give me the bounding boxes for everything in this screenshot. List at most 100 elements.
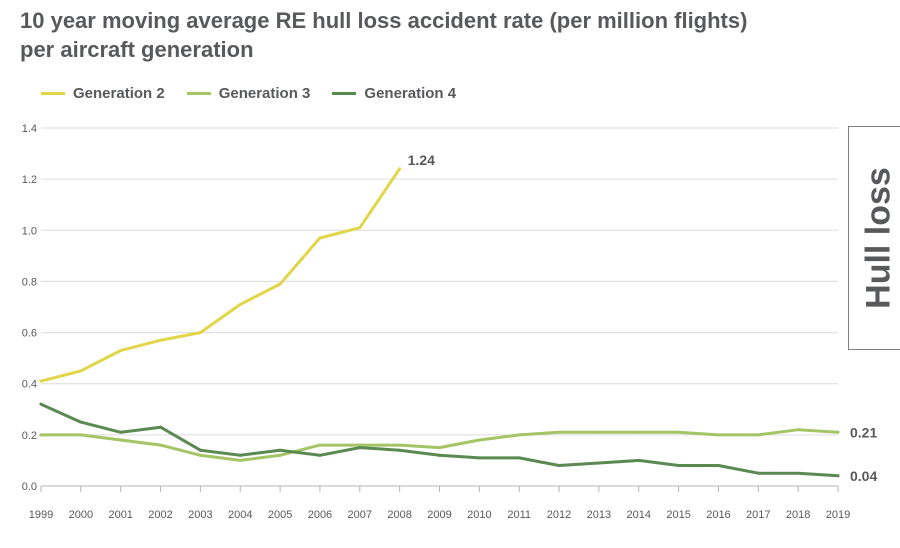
- x-tick-label: 2009: [427, 509, 451, 521]
- data-point-generation-3: [438, 446, 441, 450]
- data-point-generation-3: [119, 438, 123, 442]
- series-line-generation-2: [39, 167, 402, 383]
- data-point-generation-3: [557, 430, 561, 434]
- data-point-generation-3: [637, 430, 641, 434]
- data-point-generation-3: [278, 453, 282, 457]
- data-point-generation-3: [398, 443, 402, 447]
- chart-title-line-1: 10 year moving average RE hull loss acci…: [20, 8, 748, 33]
- side-label: Hull loss: [859, 167, 898, 309]
- legend-swatch-generation-3: [186, 91, 211, 95]
- y-tick-label: 0.8: [22, 276, 37, 288]
- data-point-generation-2: [238, 302, 242, 306]
- data-point-generation-2: [358, 226, 362, 230]
- y-tick-label: 0.4: [22, 379, 37, 391]
- data-point-generation-3: [318, 443, 322, 447]
- x-tick-label: 2016: [706, 509, 730, 521]
- data-point-generation-4: [358, 446, 362, 450]
- data-point-generation-2: [318, 236, 322, 240]
- legend-item-generation-2: Generation 2: [41, 85, 165, 102]
- x-tick-label: 1999: [29, 509, 53, 521]
- data-point-generation-4: [398, 448, 402, 452]
- y-tick-label: 0.2: [22, 430, 37, 442]
- data-point-generation-4: [39, 402, 43, 406]
- data-point-generation-3: [796, 428, 800, 432]
- x-tick-label: 2012: [547, 509, 571, 521]
- x-tick-label: 2007: [348, 509, 372, 521]
- x-tick-label: 2003: [188, 509, 212, 521]
- side-label-box: Hull loss: [848, 126, 900, 350]
- data-point-generation-2: [159, 338, 163, 342]
- data-point-generation-2: [79, 369, 83, 373]
- y-tick-label: 1.2: [22, 174, 37, 186]
- legend-label-generation-4: Generation 4: [364, 84, 457, 102]
- x-tick-label: 2018: [786, 509, 810, 521]
- data-point-generation-3: [517, 433, 521, 437]
- y-tick-label: 0.0: [22, 481, 37, 493]
- data-point-generation-4: [557, 464, 561, 468]
- data-point-generation-4: [119, 430, 123, 434]
- x-tick-label: 2000: [69, 509, 93, 521]
- data-point-generation-4: [517, 456, 521, 460]
- x-tick-label: 2014: [627, 509, 651, 521]
- data-point-generation-2: [398, 167, 402, 171]
- data-point-generation-4: [318, 453, 322, 457]
- end-label-generation-3: 0.21: [850, 424, 877, 440]
- data-point-generation-4: [597, 461, 601, 465]
- end-label-generation-4: 0.04: [850, 468, 877, 484]
- data-point-generation-4: [159, 425, 163, 429]
- x-tick-label: 2019: [826, 509, 850, 521]
- data-point-generation-2: [198, 331, 202, 335]
- data-point-generation-4: [278, 448, 282, 452]
- data-point-generation-4: [796, 471, 800, 475]
- x-tick-label: 2015: [666, 509, 690, 521]
- data-point-generation-3: [238, 458, 242, 462]
- data-point-generation-2: [39, 379, 43, 383]
- chart-title: 10 year moving average RE hull loss acci…: [20, 6, 820, 64]
- data-point-generation-3: [79, 433, 83, 437]
- data-point-generation-4: [477, 456, 481, 460]
- data-point-generation-4: [238, 453, 242, 457]
- data-point-generation-3: [159, 443, 163, 447]
- legend-item-generation-4: Generation 4: [332, 85, 456, 102]
- data-point-generation-3: [358, 443, 362, 447]
- x-tick-label: 2001: [108, 509, 132, 521]
- y-tick-label: 1.4: [22, 123, 37, 135]
- x-tick-label: 2006: [308, 509, 332, 521]
- y-tick-label: 0.6: [22, 328, 37, 340]
- data-point-generation-3: [756, 433, 760, 437]
- x-tick-label: 2004: [228, 509, 252, 521]
- end-label-generation-2: 1.24: [408, 152, 435, 168]
- x-tick-label: 2017: [746, 509, 770, 521]
- data-point-generation-2: [278, 282, 282, 286]
- y-tick-label: 1.0: [22, 225, 37, 237]
- data-point-generation-3: [716, 433, 720, 437]
- x-tick-label: 2002: [148, 509, 172, 521]
- data-point-generation-3: [198, 453, 202, 457]
- x-tick-label: 2008: [387, 509, 411, 521]
- x-tick-label: 2005: [268, 509, 292, 521]
- data-point-generation-4: [637, 458, 641, 462]
- data-point-generation-4: [438, 453, 441, 457]
- legend-swatch-generation-2: [41, 91, 65, 95]
- legend-label-generation-2: Generation 2: [73, 84, 165, 102]
- x-tick-label: 2013: [587, 509, 611, 521]
- data-point-generation-3: [39, 433, 43, 437]
- data-point-generation-4: [716, 464, 720, 468]
- chart-title-line-2: per aircraft generation: [20, 37, 254, 62]
- data-point-generation-4: [756, 471, 760, 475]
- data-point-generation-2: [119, 348, 123, 352]
- data-point-generation-3: [677, 430, 681, 434]
- legend: Generation 2 Generation 3 Generation 4: [41, 83, 478, 103]
- data-point-generation-4: [79, 420, 83, 424]
- data-point-generation-3: [597, 430, 601, 434]
- x-tick-label: 2010: [467, 509, 491, 521]
- x-tick-label: 2011: [507, 509, 531, 521]
- data-point-generation-4: [836, 474, 840, 478]
- legend-item-generation-3: Generation 3: [186, 84, 311, 102]
- legend-label-generation-3: Generation 3: [218, 84, 311, 102]
- data-point-generation-4: [198, 448, 202, 452]
- data-point-generation-4: [677, 464, 681, 468]
- legend-swatch-generation-4: [332, 91, 357, 95]
- data-point-generation-3: [477, 438, 481, 442]
